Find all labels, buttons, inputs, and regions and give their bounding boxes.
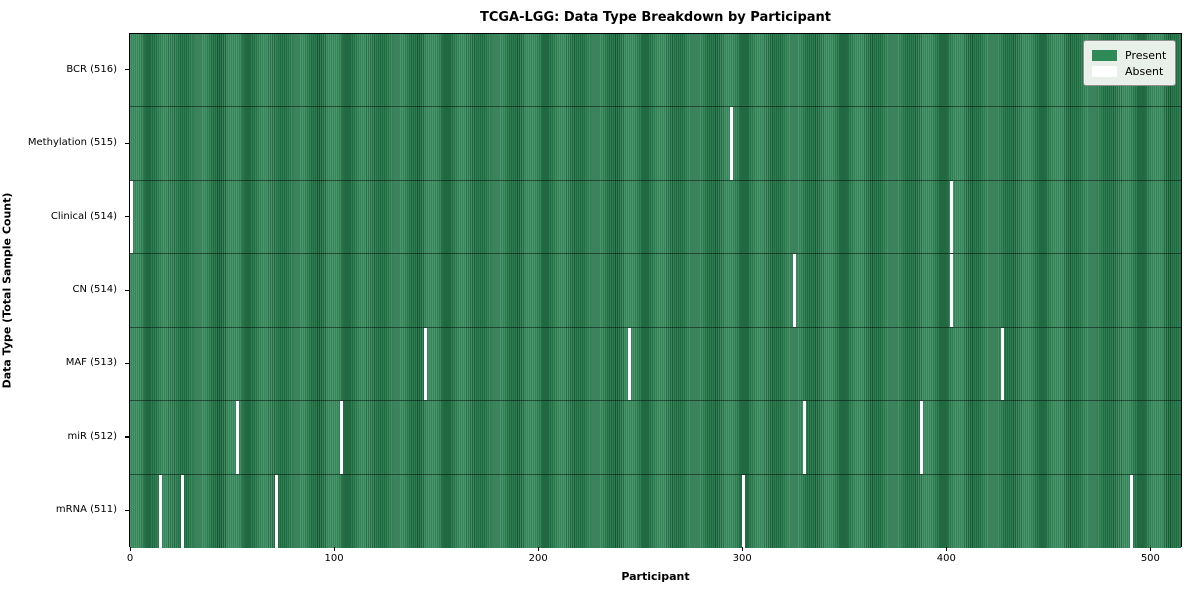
y-tick-label-BCR: BCR (516) [66, 63, 117, 75]
y-tick-mark [125, 362, 129, 365]
present-swatch [1092, 49, 1117, 61]
x-tick-label-0: 0 [126, 553, 134, 564]
legend-entry-present: Present [1092, 47, 1167, 63]
y-tick-label-Methylation: Methylation (515) [27, 137, 117, 149]
absent-marker-mRNA-490 [1129, 474, 1133, 548]
absent-marker-MAF-427 [1001, 327, 1005, 401]
x-tick-mark [741, 547, 743, 551]
absent-swatch [1092, 65, 1117, 77]
absent-marker-Clinical-402 [950, 180, 954, 254]
y-tick-mark [125, 69, 129, 71]
legend-entry-absent: Absent [1092, 63, 1167, 79]
x-tick-mark [537, 547, 539, 551]
absent-marker-mRNA-300 [742, 474, 746, 548]
x-tick-mark [945, 547, 947, 551]
x-tick-label-300: 300 [732, 553, 752, 564]
absent-marker-miR-52 [236, 401, 240, 474]
heatmap-row-mRNA [130, 474, 1181, 548]
x-tick-label-200: 200 [528, 553, 548, 564]
y-tick-label-miR: miR (512) [67, 430, 117, 442]
legend: Present Absent [1083, 40, 1176, 86]
y-axis-title: Data Type (Total Sample Count) [0, 192, 14, 389]
x-tick-mark [1149, 547, 1152, 551]
y-tick-label-mRNA: mRNA (511) [55, 504, 117, 516]
heatmap-row-Clinical [130, 180, 1181, 255]
y-tick-mark [125, 509, 129, 511]
y-tick-label-Clinical: Clinical (514) [50, 210, 117, 222]
absent-marker-miR-387 [919, 401, 923, 474]
absent-marker-miR-330 [803, 401, 807, 474]
absent-marker-Methylation-294 [729, 107, 733, 180]
absent-marker-mRNA-71 [274, 474, 278, 548]
chart-title: TCGA-LGG: Data Type Breakdown by Partici… [479, 10, 832, 25]
heatmap-row-Methylation [130, 107, 1181, 181]
y-tick-mark [125, 289, 129, 291]
heatmap-plot-area [129, 33, 1182, 548]
x-axis-title: Participant [621, 570, 690, 583]
y-tick-label-CN: CN (514) [72, 284, 117, 295]
absent-marker-mRNA-14 [158, 474, 162, 548]
x-tick-mark [333, 547, 335, 551]
heatmap-row-BCR [130, 34, 1181, 108]
heatmap-row-MAF [130, 327, 1181, 402]
x-tick-label-400: 400 [936, 553, 956, 564]
legend-label-absent: Absent [1125, 64, 1164, 78]
x-tick-label-500: 500 [1140, 553, 1160, 564]
legend-label-present: Present [1125, 48, 1167, 62]
absent-marker-MAF-244 [627, 327, 631, 401]
absent-marker-CN-402 [950, 254, 954, 327]
y-tick-mark [125, 142, 129, 144]
absent-marker-mRNA-25 [181, 474, 185, 548]
heatmap-row-miR [130, 401, 1181, 475]
y-tick-mark [125, 216, 129, 218]
heatmap-row-CN [130, 254, 1181, 328]
x-tick-label-100: 100 [324, 553, 344, 564]
absent-marker-MAF-144 [423, 327, 427, 401]
absent-marker-miR-103 [340, 401, 344, 474]
x-tick-mark [129, 547, 131, 551]
absent-marker-CN-325 [793, 254, 797, 327]
absent-marker-Clinical-0 [130, 180, 133, 254]
y-tick-label-MAF: MAF (513) [65, 357, 117, 369]
y-tick-mark [125, 436, 129, 438]
